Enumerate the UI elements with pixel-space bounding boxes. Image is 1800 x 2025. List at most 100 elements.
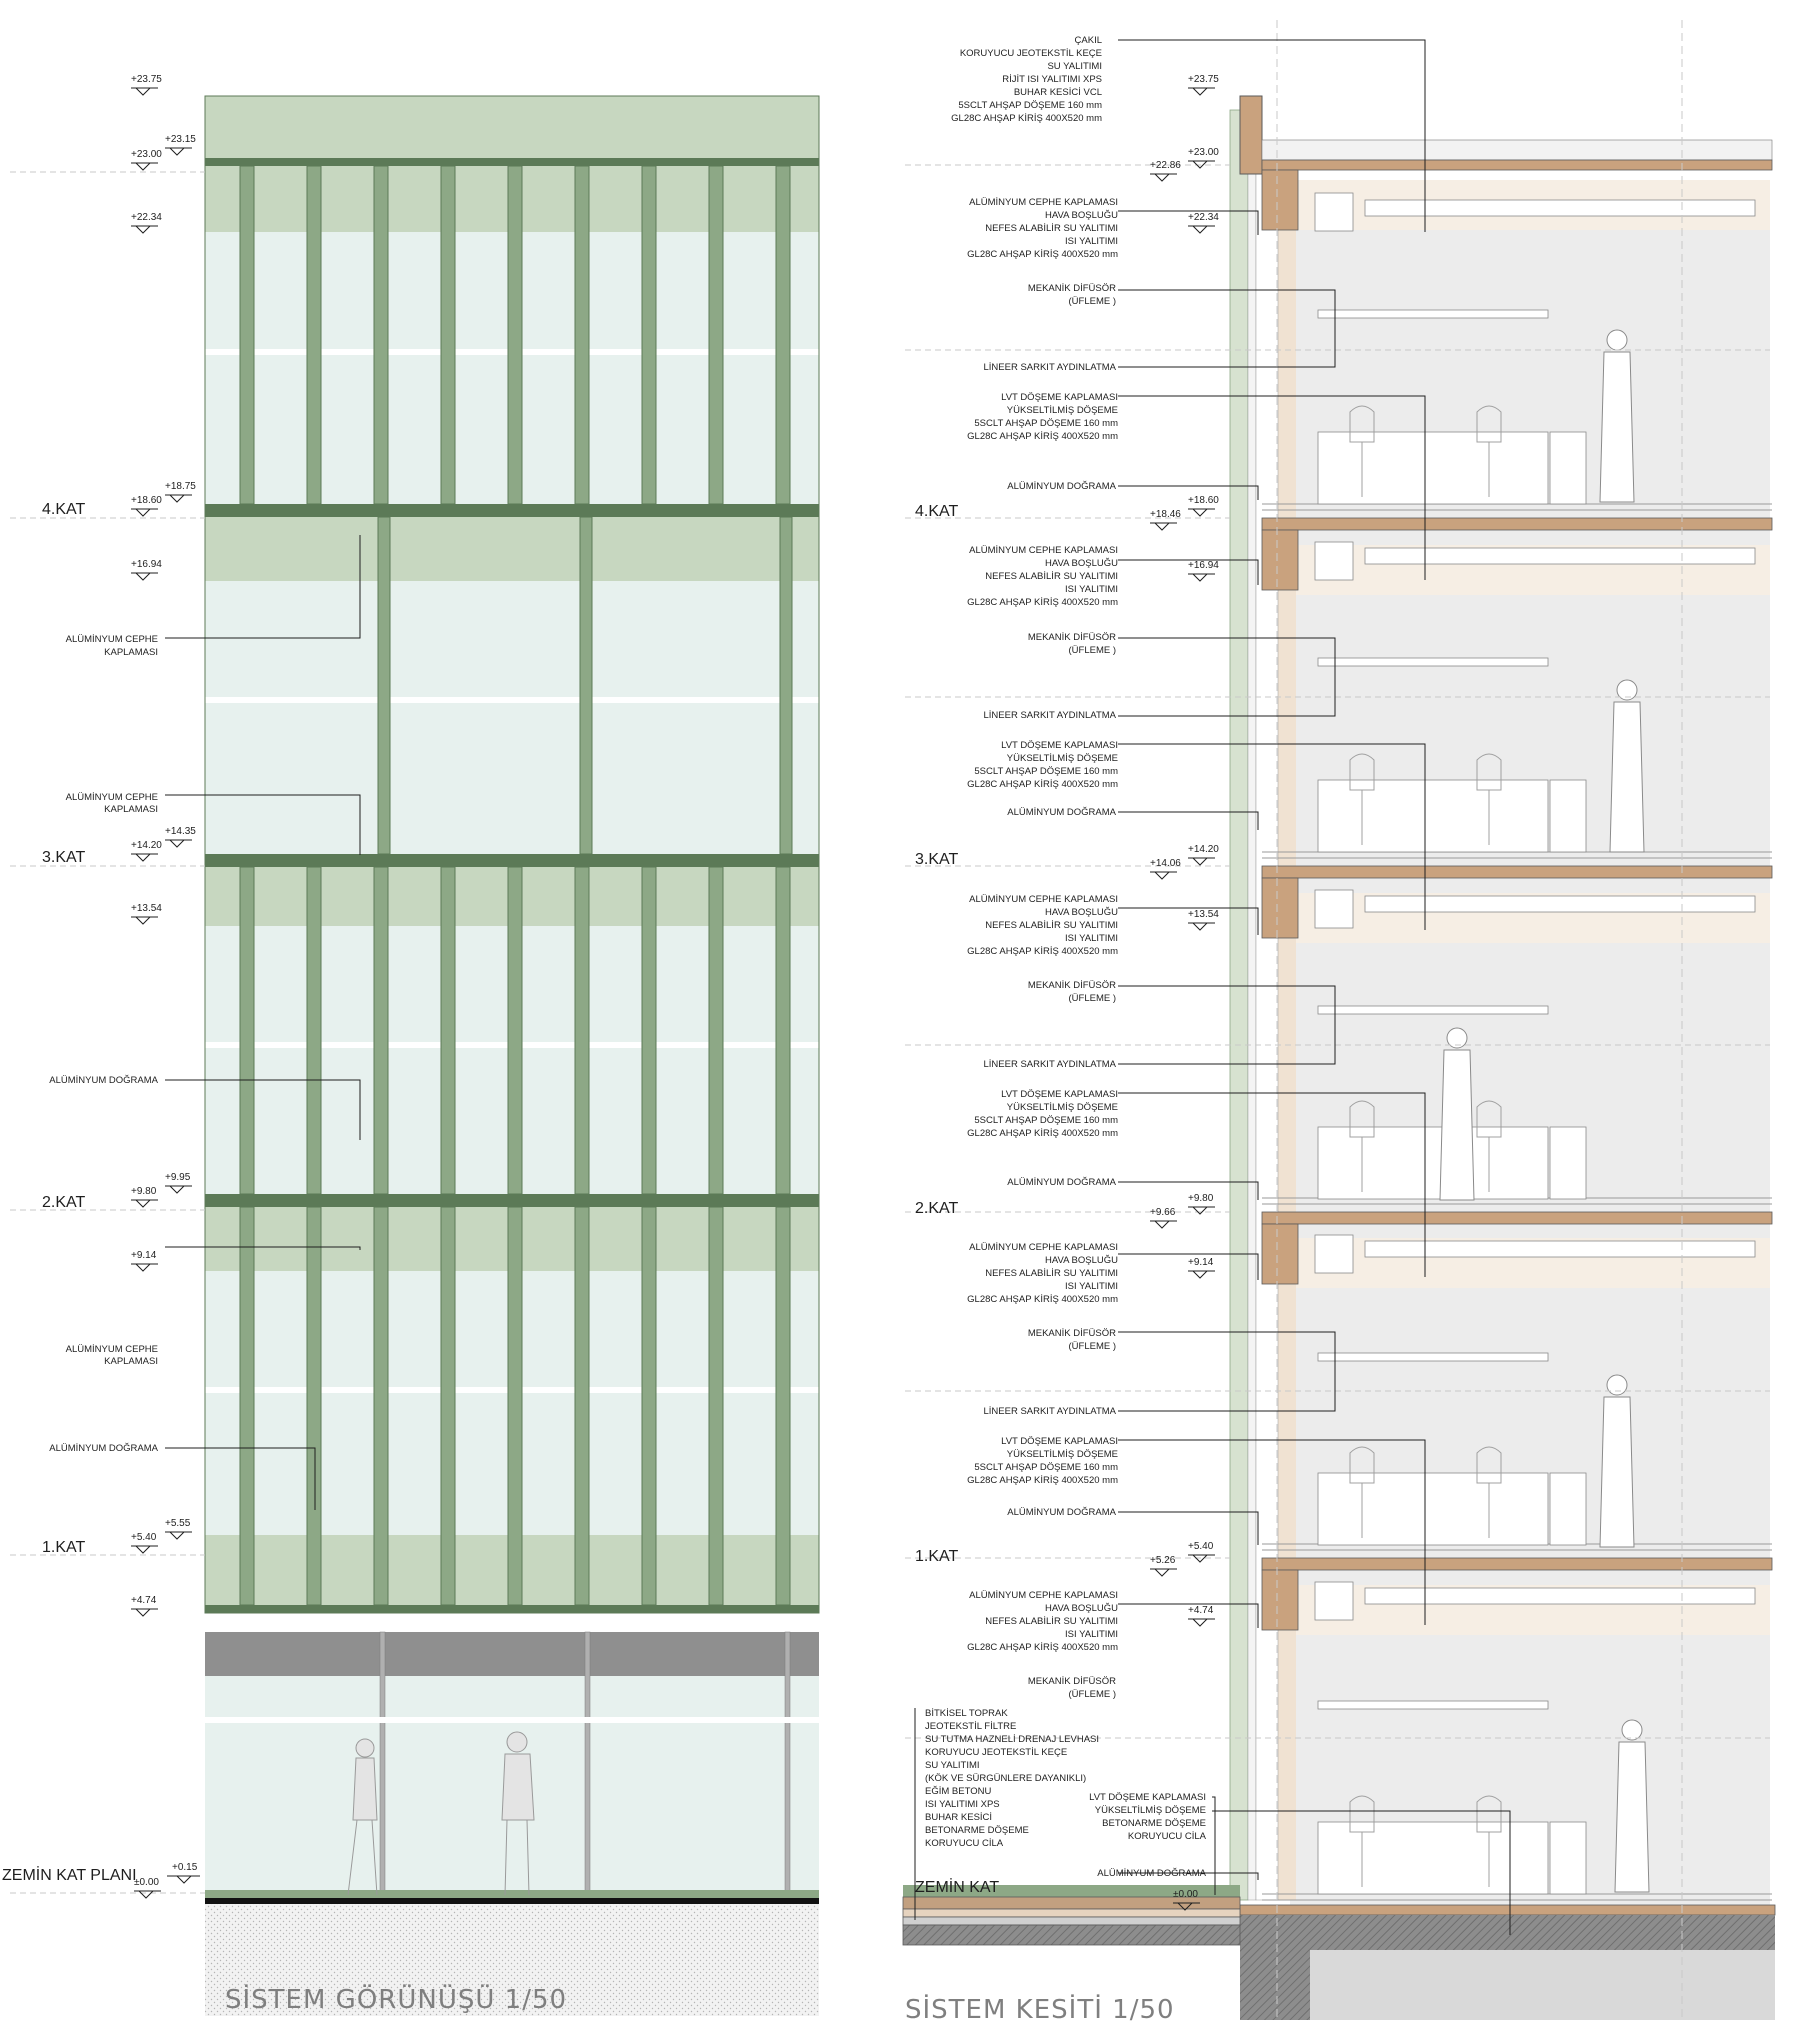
level-mark: +18.46: [1150, 509, 1181, 520]
note-label: ALÜMİNYUM CEPHE: [66, 1344, 158, 1355]
section-level-marks: +23.75 +23.00 +22.86 +22.34 +18.60 +18.4…: [1150, 74, 1219, 1900]
diffuser-label: (ÜFLEME ): [1069, 1341, 1117, 1352]
floor-label: 3.KAT: [42, 849, 86, 866]
level-mark: +23.75: [1188, 74, 1219, 85]
level-mark: +9.66: [1150, 1207, 1176, 1218]
floor-label: 4.KAT: [915, 503, 959, 520]
ground-layer: BETONARME DÖŞEME: [925, 1825, 1029, 1836]
mullions-wide: [377, 516, 793, 855]
note-label: ALÜMİNYUM DOĞRAMA: [49, 1075, 158, 1086]
lighting-label: LİNEER SARKIT AYDINLATMA: [983, 362, 1116, 373]
level-mark: +9.14: [131, 1250, 157, 1261]
elevation-notes: ALÜMİNYUM CEPHE KAPLAMASI ALÜMİNYUM CEPH…: [49, 634, 158, 1454]
diffuser-label: MEKANİK DİFÜSÖR: [1028, 1676, 1116, 1687]
floor-layer: 5SCLT AHŞAP DÖŞEME 160 mm: [974, 418, 1118, 429]
floor-layer: GL28C AHŞAP KİRİŞ 400X520 mm: [967, 779, 1118, 790]
section-floor-labels: 4.KAT 3.KAT 2.KAT 1.KAT ZEMİN KAT: [915, 503, 999, 1896]
chairs: [1349, 405, 1502, 1887]
ground-layer: (KÖK VE SÜRGÜNLERE DAYANIKLI): [925, 1773, 1086, 1784]
lighting-label: LİNEER SARKIT AYDINLATMA: [983, 1406, 1116, 1417]
diffuser-label: MEKANİK DİFÜSÖR: [1028, 283, 1116, 294]
facade-layer: HAVA BOŞLUĞU: [1045, 907, 1118, 918]
floor-layer: LVT DÖŞEME KAPLAMASI: [1001, 392, 1118, 403]
facade-layer: GL28C AHŞAP KİRİŞ 400X520 mm: [967, 597, 1118, 608]
ground-layer: BİTKİSEL TOPRAK: [925, 1708, 1008, 1719]
level-mark: +13.54: [131, 903, 162, 914]
diffuser-label: (ÜFLEME ): [1069, 645, 1117, 656]
floor-label: ZEMİN KAT PLANI: [2, 1865, 137, 1884]
floor-layer: LVT DÖŞEME KAPLAMASI: [1001, 740, 1118, 751]
facade-cladding-section: [1229, 109, 1249, 1901]
green-roof-layers: [902, 1896, 1241, 1946]
wall-insulation-strip: [1278, 170, 1296, 1900]
section-people: [1439, 329, 1650, 1893]
lighting-notes: LİNEER SARKIT AYDINLATMA LİNEER SARKIT A…: [983, 362, 1116, 1417]
ground-layer: EĞİM BETONU: [925, 1786, 991, 1797]
floor-layer: YÜKSELTİLMİŞ DÖŞEME: [1007, 753, 1118, 764]
ground-floor-layer: BETONARME DÖŞEME: [1102, 1818, 1206, 1829]
roof-gravel: [1261, 139, 1773, 161]
lighting-label: LİNEER SARKIT AYDINLATMA: [983, 1059, 1116, 1070]
floor-label: 3.KAT: [915, 851, 959, 868]
ground-layer: KORUYUCU CİLA: [925, 1838, 1004, 1849]
diffuser-label: MEKANİK DİFÜSÖR: [1028, 632, 1116, 643]
floor-layer-notes: LVT DÖŞEME KAPLAMASI YÜKSELTİLMİŞ DÖŞEME…: [967, 392, 1118, 1486]
elevation-floor-labels: 4.KAT 3.KAT 2.KAT 1.KAT ZEMİN KAT PLANI: [2, 501, 137, 1884]
facade-layer: HAVA BOŞLUĞU: [1045, 210, 1118, 221]
level-mark: +18.60: [1188, 495, 1219, 506]
facade-layer: NEFES ALABİLİR SU YALITIMI: [985, 920, 1118, 931]
ground-layer: SU YALITIMI: [925, 1760, 980, 1771]
facade-layer: ALÜMİNYUM CEPHE KAPLAMASI: [969, 545, 1118, 556]
level-mark: +23.00: [131, 149, 162, 160]
level-triangles: [131, 87, 199, 1899]
facade-layer: ISI YALITIMI: [1065, 933, 1118, 944]
window-label: ALÜMİNYUM DOĞRAMA: [1007, 1507, 1116, 1518]
facade-layer: ALÜMİNYUM CEPHE KAPLAMASI: [969, 197, 1118, 208]
level-mark: +23.75: [131, 74, 162, 85]
facade-layer: GL28C AHŞAP KİRİŞ 400X520 mm: [967, 249, 1118, 260]
facade-layer: ISI YALITIMI: [1065, 236, 1118, 247]
floor-label: 4.KAT: [42, 501, 86, 518]
floor-label: ZEMİN KAT: [915, 1877, 999, 1896]
level-mark: +18.75: [165, 481, 196, 492]
floor-label: 2.KAT: [42, 1194, 86, 1211]
level-mark: +0.15: [172, 1862, 198, 1873]
window-label: ALÜMİNYUM DOĞRAMA: [1007, 1177, 1116, 1188]
diffuser-label: MEKANİK DİFÜSÖR: [1028, 980, 1116, 991]
roof-band: [205, 158, 819, 166]
floor-label: 2.KAT: [915, 1200, 959, 1217]
roof-layer: SU YALITIMI: [1047, 61, 1102, 72]
facade-layer: ALÜMİNYUM CEPHE KAPLAMASI: [969, 894, 1118, 905]
ground-concrete-slab: [1240, 1915, 1775, 1950]
window-label: ALÜMİNYUM DOĞRAMA: [1097, 1868, 1206, 1879]
window-notes: ALÜMİNYUM DOĞRAMA ALÜMİNYUM DOĞRAMA ALÜM…: [1007, 481, 1206, 1879]
facade-layer: HAVA BOŞLUĞU: [1045, 1255, 1118, 1266]
diffuser-notes: MEKANİK DİFÜSÖR (ÜFLEME ) MEKANİK DİFÜSÖ…: [1028, 283, 1116, 1700]
facade-layer: ISI YALITIMI: [1065, 1629, 1118, 1640]
level-mark: +9.95: [165, 1172, 191, 1183]
ground-soil: [205, 1904, 819, 2016]
level-mark: +16.94: [1188, 560, 1219, 571]
roof-layer: ÇAKIL: [1075, 35, 1102, 46]
section-level-triangles: [1150, 87, 1215, 1911]
level-mark: +4.74: [131, 1595, 157, 1606]
floor-label: 1.KAT: [42, 1539, 86, 1556]
facade-layer: NEFES ALABİLİR SU YALITIMI: [985, 1268, 1118, 1279]
section-drawing: [902, 20, 1776, 2020]
level-mark: +22.34: [1188, 212, 1219, 223]
facade-layer: ISI YALITIMI: [1065, 584, 1118, 595]
parapet-section: [1239, 95, 1263, 175]
diffuser-label: (ÜFLEME ): [1069, 1689, 1117, 1700]
lighting-label: LİNEER SARKIT AYDINLATMA: [983, 710, 1116, 721]
window-label: ALÜMİNYUM DOĞRAMA: [1007, 481, 1116, 492]
ground-layer-notes: BİTKİSEL TOPRAK JEOTEKSTİL FİLTRE SU TUT…: [925, 1708, 1099, 1849]
floor-layer: YÜKSELTİLMİŞ DÖŞEME: [1007, 1449, 1118, 1460]
window-label: ALÜMİNYUM DOĞRAMA: [1007, 807, 1116, 818]
elevation-level-marks: +23.75 +23.15 +23.00 +22.34 +18.75 +18.6…: [131, 74, 198, 1888]
floor-layer: GL28C AHŞAP KİRİŞ 400X520 mm: [967, 1475, 1118, 1486]
section-title: SİSTEM KESİTİ 1/50: [905, 1993, 1175, 2025]
diffuser-label: (ÜFLEME ): [1069, 993, 1117, 1004]
ground-layer: BUHAR KESİCİ: [925, 1812, 992, 1823]
facade-layer: ALÜMİNYUM CEPHE KAPLAMASI: [969, 1242, 1118, 1253]
level-mark: +5.55: [165, 1518, 191, 1529]
